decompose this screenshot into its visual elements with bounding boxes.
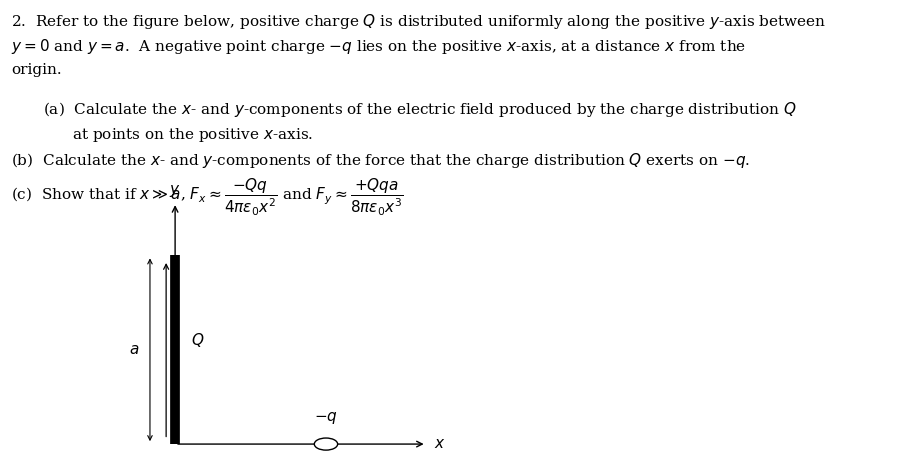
Text: origin.: origin. (11, 63, 61, 77)
Text: $y$: $y$ (170, 183, 180, 199)
Text: $a$: $a$ (128, 343, 139, 357)
Text: (a)  Calculate the $x$- and $y$-components of the electric field produced by the: (a) Calculate the $x$- and $y$-component… (43, 100, 797, 119)
Text: (c)  Show that if $x \gg a$, $F_x \approx \dfrac{-Qq}{4\pi\varepsilon_0 x^2}$ an: (c) Show that if $x \gg a$, $F_x \approx… (11, 177, 403, 218)
Circle shape (314, 438, 338, 450)
Text: $-q$: $-q$ (314, 411, 338, 426)
Text: $Q$: $Q$ (191, 332, 205, 350)
Text: (b)  Calculate the $x$- and $y$-components of the force that the charge distribu: (b) Calculate the $x$- and $y$-component… (11, 151, 750, 170)
Text: 2.  Refer to the figure below, positive charge $Q$ is distributed uniformly alon: 2. Refer to the figure below, positive c… (11, 12, 826, 31)
Text: at points on the positive $x$-axis.: at points on the positive $x$-axis. (72, 126, 313, 144)
Text: $y = 0$ and $y = a$.  A negative point charge $-q$ lies on the positive $x$-axis: $y = 0$ and $y = a$. A negative point ch… (11, 37, 746, 56)
Text: $x$: $x$ (434, 437, 445, 451)
